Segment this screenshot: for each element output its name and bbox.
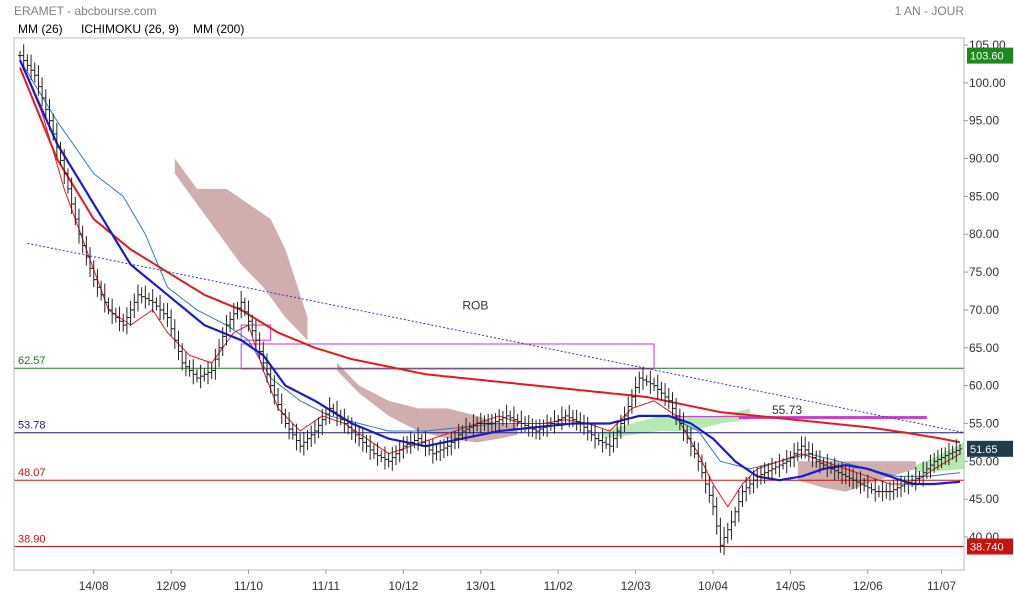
cloud-segment-0 [174, 158, 308, 341]
x-tick-label: 11/02 [544, 579, 573, 593]
y-tick-label: 85.00 [969, 189, 999, 203]
y-tick-label: 95.00 [969, 114, 999, 128]
y-axis: 105.00100.0095.0090.0085.0080.0075.0070.… [964, 38, 1006, 544]
ichimoku-cloud [174, 158, 964, 492]
level-label-1: 53.78 [18, 420, 46, 432]
price-badge-0 [967, 47, 1013, 64]
level-label-0: 62.57 [18, 355, 46, 367]
level-label-2: 48.07 [18, 467, 46, 479]
price-badge-label-1: 51.65 [970, 444, 998, 456]
y-tick-label: 100.00 [969, 76, 1006, 90]
price-badge-label-0: 103.60 [970, 51, 1004, 63]
y-tick-label: 80.00 [969, 227, 999, 241]
x-tick-label: 13/01 [466, 579, 496, 593]
price-bars [18, 44, 962, 555]
x-tick-label: 10/04 [698, 579, 728, 593]
x-tick-label: 12/03 [621, 579, 651, 593]
x-tick-label: 11/07 [927, 579, 956, 593]
ichimoku-slow-line [19, 59, 961, 477]
y-tick-label: 50.00 [969, 454, 999, 468]
price-badge-2 [967, 538, 1013, 555]
level-label-3: 38.90 [18, 534, 46, 546]
legend-mm26: MM (26) [18, 22, 63, 36]
x-tick-label: 12/09 [156, 579, 186, 593]
y-tick-label: 70.00 [969, 303, 999, 317]
cloud-segment-4 [915, 442, 964, 473]
chart-title: ERAMET - abcbourse.com [14, 4, 157, 18]
y-tick-label: 55.00 [969, 416, 999, 430]
legend-ichimoku: ICHIMOKU (26, 9) [81, 22, 180, 36]
x-tick-label: 10/12 [388, 579, 418, 593]
y-tick-label: 90.00 [969, 152, 999, 166]
x-tick-label: 11/10 [234, 579, 263, 593]
y-tick-label: 45.00 [969, 492, 999, 506]
price-badges: 103.60 51.65 38.740 [967, 47, 1013, 555]
plot-border [13, 37, 965, 571]
x-tick-label: 12/06 [853, 579, 883, 593]
cloud-segment-1 [337, 362, 518, 443]
ichimoku-fast-line [19, 59, 961, 508]
x-axis: 14/08 12/09 11/10 11/11 10/12 13/01 11/02 12/03… [79, 570, 956, 593]
y-tick-label: 60.00 [969, 379, 999, 393]
period-label: 1 AN - JOUR [894, 4, 964, 18]
annotation-0: ROB [462, 299, 488, 313]
price-badge-1 [967, 440, 1013, 457]
horizontal-levels: 62.57 53.78 48.07 38.90 [14, 355, 964, 548]
price-badge-label-2: 38.740 [970, 542, 1004, 554]
mm200-line [19, 67, 961, 444]
trendline [27, 242, 964, 434]
indicator-lines [18, 59, 964, 508]
annotation-1: 55.73 [772, 403, 802, 417]
y-tick-label: 65.00 [969, 341, 999, 355]
x-tick-label: 14/05 [775, 579, 805, 593]
legend-mm200: MM (200) [193, 22, 245, 36]
annotation-box-0 [240, 343, 655, 370]
x-tick-label: 14/08 [79, 579, 109, 593]
plot-frame [13, 37, 965, 571]
text-annotations: ROB 55.73 [462, 299, 802, 417]
y-tick-label: 75.00 [969, 265, 999, 279]
mm26-line [18, 59, 961, 486]
x-tick-label: 11/11 [312, 579, 341, 593]
